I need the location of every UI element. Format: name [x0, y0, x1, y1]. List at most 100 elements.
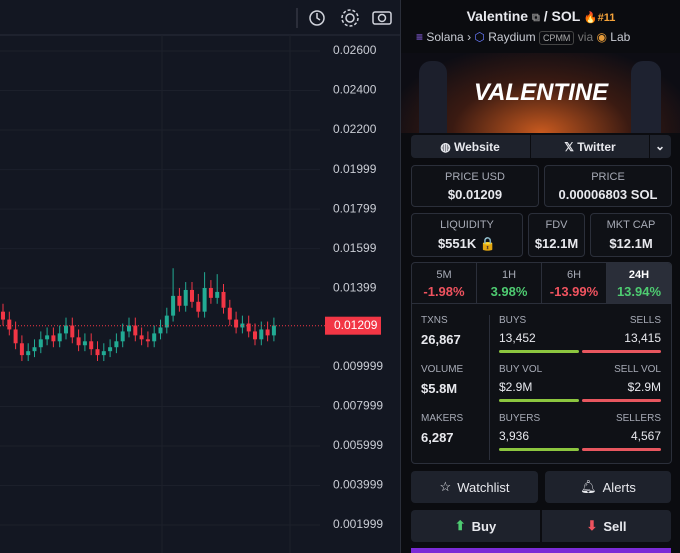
lab-icon: ◉	[596, 30, 607, 44]
candle-body	[208, 287, 213, 298]
period-tab[interactable]: 24H 13.94%	[607, 263, 671, 304]
candle-body	[221, 291, 226, 308]
figure-right	[631, 61, 661, 133]
banner: VALENTINE	[401, 53, 680, 133]
alerts-button[interactable]: 🔔︎ Alerts	[545, 471, 671, 503]
sell-label: SELLERS	[615, 413, 661, 424]
sol-icon: ≡	[416, 30, 424, 44]
buy-bar	[499, 448, 579, 451]
candle-body	[190, 289, 194, 302]
y-tick-label: 0.01999	[333, 162, 377, 176]
sell-label: SELLS	[629, 315, 661, 326]
price-usd-box: PRICE USD $0.01209	[411, 165, 539, 207]
label: PRICE USD	[445, 171, 505, 183]
period-change: -1.98%	[423, 284, 465, 299]
candle-body	[265, 329, 270, 336]
label: PRICE	[591, 171, 625, 183]
candle-body	[145, 339, 150, 342]
sep	[649, 135, 650, 158]
badge: CPMM	[538, 31, 575, 45]
y-tick-label: 0.009999	[333, 359, 383, 373]
sell-bar	[582, 399, 661, 402]
candle-body	[95, 349, 100, 356]
label: Buy	[471, 518, 497, 534]
period-tab[interactable]: 1H 3.98%	[477, 263, 542, 304]
candle-body	[164, 315, 169, 328]
sell-bar	[582, 350, 661, 353]
value: $12.1M	[534, 236, 579, 251]
watchlist-button[interactable]: ☆ Watchlist	[411, 471, 538, 503]
period-tab[interactable]: 5M -1.98%	[412, 263, 477, 304]
twitter-link[interactable]: 𝕏 Twitter	[564, 140, 616, 154]
pair-meta: ≡ Solana › ⬡ Raydium CPMM via ◉ Lab	[416, 30, 631, 45]
stat-label: VOLUME	[421, 364, 464, 375]
price-chart: 0.02600 0.02400 0.02200 0.01999 0.01799 0.015…	[0, 0, 400, 553]
banner-text: VALENTINE	[473, 79, 609, 106]
y-tick-label: 0.01799	[333, 201, 377, 215]
candle-body	[1, 311, 5, 320]
token-name: Valentine	[466, 8, 529, 24]
figure-left	[419, 61, 447, 133]
candle-body	[139, 335, 144, 340]
candle-body	[19, 343, 24, 356]
lock: 🔒	[479, 236, 497, 251]
candle-body	[51, 335, 56, 342]
buy-label: BUYS	[499, 315, 527, 326]
candle-body	[101, 351, 106, 356]
website-link[interactable]: ◍ Website	[440, 140, 500, 154]
y-tick-label: 0.02400	[333, 83, 377, 97]
candle-body	[253, 331, 257, 340]
label: MKT CAP	[606, 219, 656, 231]
candle-body	[171, 295, 176, 316]
period-label: 6H	[566, 269, 582, 281]
last-price-box	[325, 316, 381, 335]
buy-value: $2.9M	[499, 380, 533, 394]
pair-title: Valentine ⧉ / SOL 🔥#11	[466, 8, 616, 24]
promo-strip	[411, 548, 671, 553]
value: $12.1M	[609, 236, 653, 251]
dex-icon: ⬡	[474, 30, 485, 44]
sell-button[interactable]: ⬇ Sell	[542, 510, 671, 542]
candle-body	[152, 333, 157, 342]
y-tick-label: 0.01599	[333, 241, 377, 255]
candle-body	[76, 337, 81, 346]
price-box: PRICE 0.00006803 SOL	[544, 165, 672, 207]
chart-bg	[0, 0, 400, 553]
candle-body	[259, 329, 264, 340]
candle-body	[133, 325, 138, 336]
stat-value: 26,867	[421, 332, 461, 347]
last-price-label: 0.01209	[334, 318, 378, 332]
sell-value: 4,567	[630, 429, 661, 443]
sell-value: $2.9M	[627, 380, 661, 394]
period-label: 1H	[501, 269, 517, 281]
buy-label: BUY VOL	[499, 364, 543, 375]
label: Watchlist	[457, 479, 510, 495]
links: ◍ Website 𝕏 Twitter ⌄	[411, 135, 671, 158]
label: Alerts	[602, 479, 636, 495]
sell-value: 13,415	[624, 331, 661, 345]
pair-panel: Valentine ⧉ / SOL 🔥#11 ≡ Solana › ⬡ Rayd…	[400, 0, 680, 553]
mktcap-box: MKT CAP $12.1M	[590, 213, 672, 257]
candle-body	[177, 295, 182, 306]
candle-body	[13, 329, 18, 344]
candle-body	[114, 341, 119, 348]
candle-body	[215, 291, 220, 298]
twitter: Twitter	[577, 140, 616, 154]
more[interactable]: ⌄	[655, 139, 666, 153]
period-change: 13.94%	[616, 284, 662, 299]
y-tick-label: 0.005999	[333, 438, 383, 452]
copy-icon[interactable]: ⧉	[531, 12, 540, 24]
candle-body	[234, 319, 239, 328]
toolbar-icons[interactable]	[309, 9, 392, 27]
icon: ⬆	[454, 518, 466, 533]
fdv-box: FDV $12.1M	[528, 213, 585, 257]
dex: Raydium	[488, 30, 536, 44]
buy-button[interactable]: ⬆ Buy	[411, 510, 540, 542]
buy-label: BUYERS	[499, 413, 541, 424]
sep	[530, 135, 531, 158]
period-label: 24H	[628, 269, 650, 281]
value: 0.00006803 SOL	[558, 187, 658, 202]
period-tab[interactable]: 6H -13.99%	[542, 263, 607, 304]
candle-body	[158, 327, 163, 334]
